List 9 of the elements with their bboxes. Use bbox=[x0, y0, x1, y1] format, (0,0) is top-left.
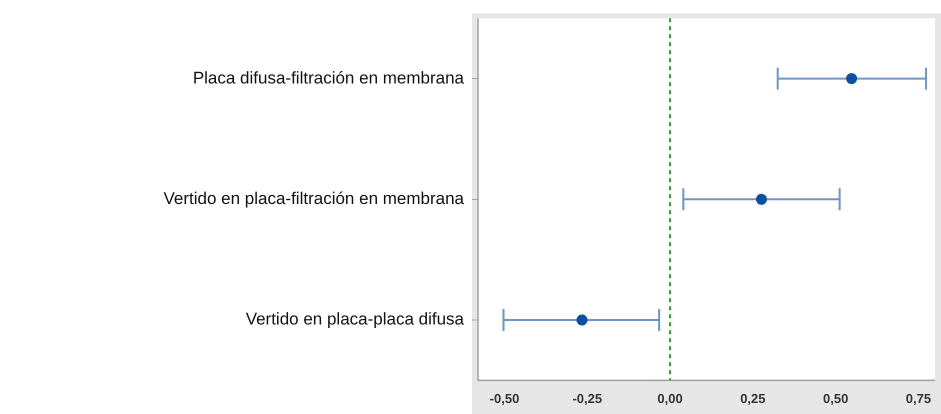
x-tick-label: 0,25 bbox=[740, 390, 766, 406]
y-tick-label: Placa difusa-filtración en membrana bbox=[192, 68, 465, 88]
x-tick-label: 0,50 bbox=[822, 390, 848, 406]
y-tick-label: Vertido en placa-filtración en membrana bbox=[164, 188, 465, 208]
x-tick-label: -0,50 bbox=[490, 390, 520, 406]
y-tick-label: Vertido en placa-placa difusa bbox=[246, 310, 465, 329]
x-tick-label: 0,75 bbox=[906, 390, 932, 406]
x-tick-label: 0,00 bbox=[657, 390, 683, 406]
x-tick-label: -0,25 bbox=[572, 390, 602, 406]
